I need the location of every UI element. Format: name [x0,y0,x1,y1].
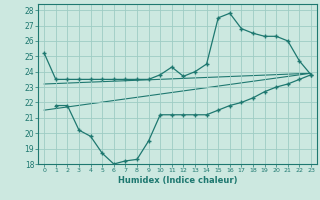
X-axis label: Humidex (Indice chaleur): Humidex (Indice chaleur) [118,176,237,185]
